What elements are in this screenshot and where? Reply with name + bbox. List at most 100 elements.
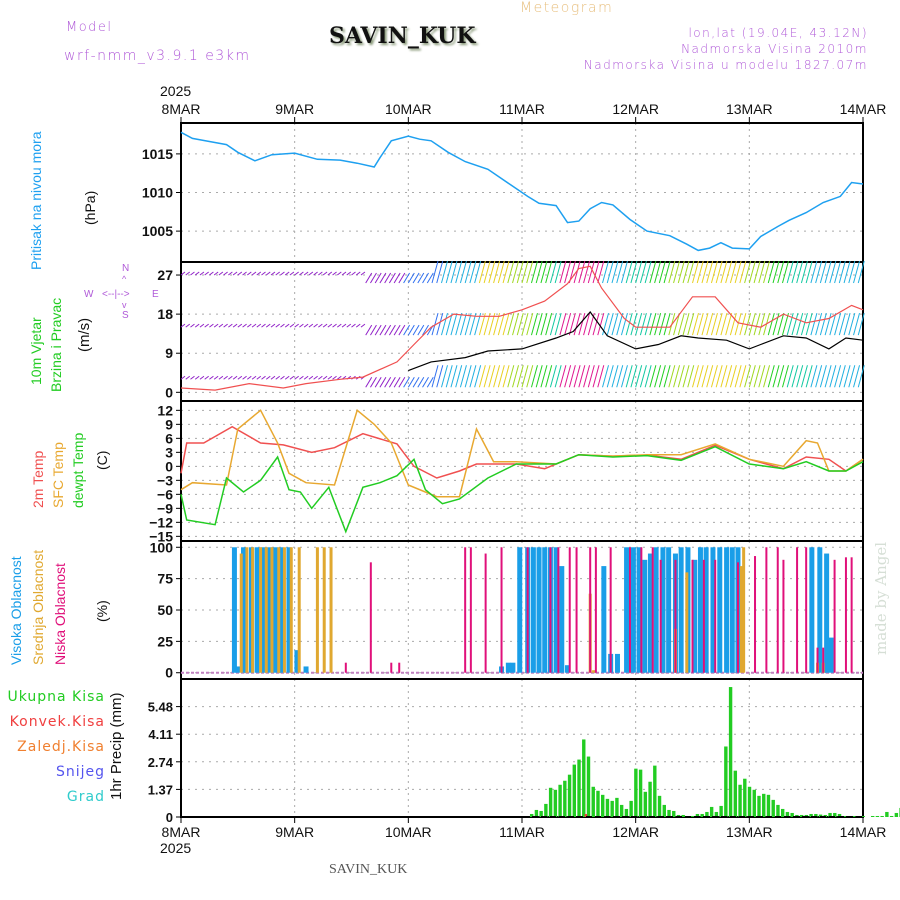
wind-barb [573, 313, 581, 336]
wind-barb [848, 260, 856, 284]
ytick-label: 1015 [142, 146, 173, 162]
wind-barb [384, 377, 392, 388]
wind-barb [455, 365, 463, 388]
wind-barb [853, 260, 861, 284]
wind-barb [810, 313, 818, 336]
wind-barb [824, 313, 832, 336]
wind-barb [379, 272, 387, 284]
precip-total-bar [596, 790, 600, 817]
wind-barb [682, 365, 690, 388]
legend-frz-rain: Zaledj.Kisa [17, 739, 105, 755]
compass-n: N [122, 263, 129, 274]
wind-barb [199, 271, 205, 276]
low-cloud-bar [594, 547, 597, 673]
wind-barb [251, 375, 257, 380]
precip-total-bar [852, 815, 856, 817]
wind-barb [644, 260, 652, 284]
precip-total-bar [591, 786, 595, 817]
high-cloud-bar [717, 547, 723, 673]
wind-barb [497, 313, 505, 336]
wind-barb [412, 377, 420, 388]
precip-total-bar [605, 798, 610, 817]
wind-barb [497, 260, 505, 284]
wind-barb [270, 271, 276, 276]
precip-total-bar [572, 764, 576, 817]
wind-barb [824, 365, 832, 388]
wind-barb [313, 323, 318, 328]
low-cloud-bar [822, 647, 825, 673]
low-cloud-bar [702, 559, 705, 673]
wind-barb [692, 260, 699, 284]
low-cloud-bar [776, 547, 779, 673]
wind-barb [677, 365, 685, 388]
ytick-label: 0 [165, 665, 173, 681]
wind-barb [625, 260, 633, 284]
precip-total-bar [875, 815, 880, 817]
wind-barb [554, 260, 562, 284]
wind-barb [554, 365, 562, 388]
wind-barb [800, 365, 808, 388]
wind-barb [530, 365, 538, 388]
precip-total-bar [762, 793, 766, 817]
wind-barb [748, 365, 756, 388]
precip-total-bar [889, 815, 894, 817]
high-cloud-bar [530, 547, 536, 673]
precip-total-bar [719, 805, 723, 817]
wind-barb [422, 272, 429, 284]
wind-barb [232, 323, 238, 328]
wind-barb [426, 377, 434, 388]
wind-barb [654, 313, 662, 336]
wind-barb [810, 365, 818, 388]
compass-s: S [122, 310, 129, 321]
high-cloud-bar [260, 547, 266, 673]
wind-barb [332, 323, 337, 328]
wind-barb [308, 375, 314, 380]
station-title: SAVIN_KUK [329, 23, 476, 49]
wind-barb [450, 260, 458, 284]
ytick-label: 27 [157, 267, 173, 283]
wind-barb [493, 365, 501, 388]
wind-barb [247, 375, 252, 380]
low-cloud-bar [557, 547, 560, 673]
wind-barb [545, 260, 553, 284]
wind-barb [370, 377, 377, 388]
low-cloud-bar [805, 547, 808, 673]
wind-barb [209, 323, 214, 328]
wind-barb [232, 375, 238, 380]
wind-barb [199, 323, 205, 328]
ytick-label: 25 [157, 633, 173, 649]
high-cloud-bar [505, 662, 511, 673]
low-cloud-bar [736, 562, 739, 673]
dewpt-temp-line [180, 445, 864, 534]
temp-2m-line [180, 425, 864, 479]
low-cloud-bar [484, 553, 487, 673]
high-cloud-bar [614, 653, 620, 673]
wind-barb [583, 365, 591, 388]
panel-frame [180, 400, 864, 542]
ytick-label: −3 [157, 472, 173, 488]
wind-barb [351, 323, 356, 328]
wind-barb [677, 313, 685, 336]
mid-cloud-bar [297, 547, 301, 673]
wind-barb [459, 365, 467, 388]
precip-conv-bar [584, 813, 588, 817]
low-cloud-bar [659, 559, 662, 673]
wind-barb [237, 271, 243, 276]
low-cloud-bar [589, 547, 592, 673]
wind-barb [242, 323, 247, 328]
wind-barb [734, 365, 742, 388]
wind-barb [488, 260, 496, 284]
low-cloud-bar [469, 547, 472, 673]
high-cloud-bar [517, 547, 523, 673]
precip-total-bar [653, 765, 657, 817]
wind-barb [483, 260, 491, 284]
wind-gust-line [180, 265, 864, 391]
wind-barb [275, 375, 281, 380]
wind-barb [412, 324, 420, 336]
wind-barb [649, 313, 657, 336]
precip-total-bar [885, 811, 889, 817]
high-cloud-bar [824, 553, 830, 673]
wind-barb [734, 313, 742, 336]
low-cloud-bar [782, 559, 785, 673]
wind-barb [474, 260, 482, 284]
